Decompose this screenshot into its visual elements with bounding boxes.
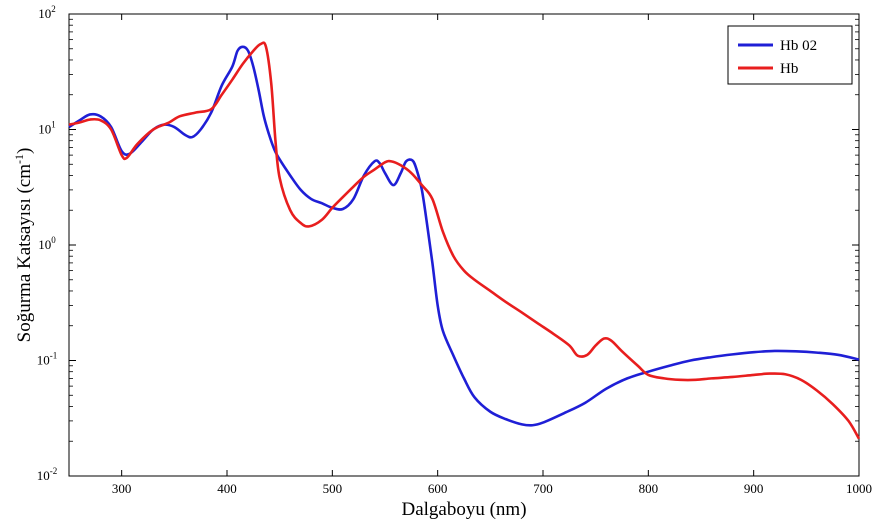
legend: Hb 02 Hb (727, 25, 853, 85)
x-tick-label: 500 (323, 481, 343, 496)
tick-labels: 300 400 500 600 700 800 900 1000 10-2 10-1 100 101 1… (37, 4, 872, 496)
y-tick-label: 10-2 (37, 466, 58, 483)
x-tick-label: 400 (217, 481, 237, 496)
y-axis-label: Soğurma Katsayısı (cm-1) (12, 148, 35, 343)
x-tick-label: 300 (112, 481, 132, 496)
y-axis-label-sup: -1 (12, 154, 26, 164)
x-tick-label: 900 (744, 481, 764, 496)
series-line-hb02 (68, 45, 860, 427)
x-tick-label: 700 (533, 481, 553, 496)
axis-ticks (69, 13, 860, 477)
x-tick-label: 600 (428, 481, 448, 496)
y-tick-label: 101 (38, 120, 56, 137)
x-tick-label: 1000 (846, 481, 872, 496)
legend-label-hb02: Hb 02 (780, 38, 817, 54)
y-tick-label: 102 (38, 4, 56, 21)
series-line-hb (68, 41, 861, 440)
x-tick-label: 800 (639, 481, 659, 496)
series-lines (68, 41, 861, 440)
y-axis-label-close: ) (14, 148, 35, 154)
y-tick-label: 10-1 (37, 351, 58, 368)
y-tick-label: 100 (38, 235, 56, 252)
legend-label-hb: Hb (780, 61, 798, 77)
legend-box (727, 25, 853, 85)
x-axis-label: Dalgaboyu (nm) (401, 499, 526, 520)
